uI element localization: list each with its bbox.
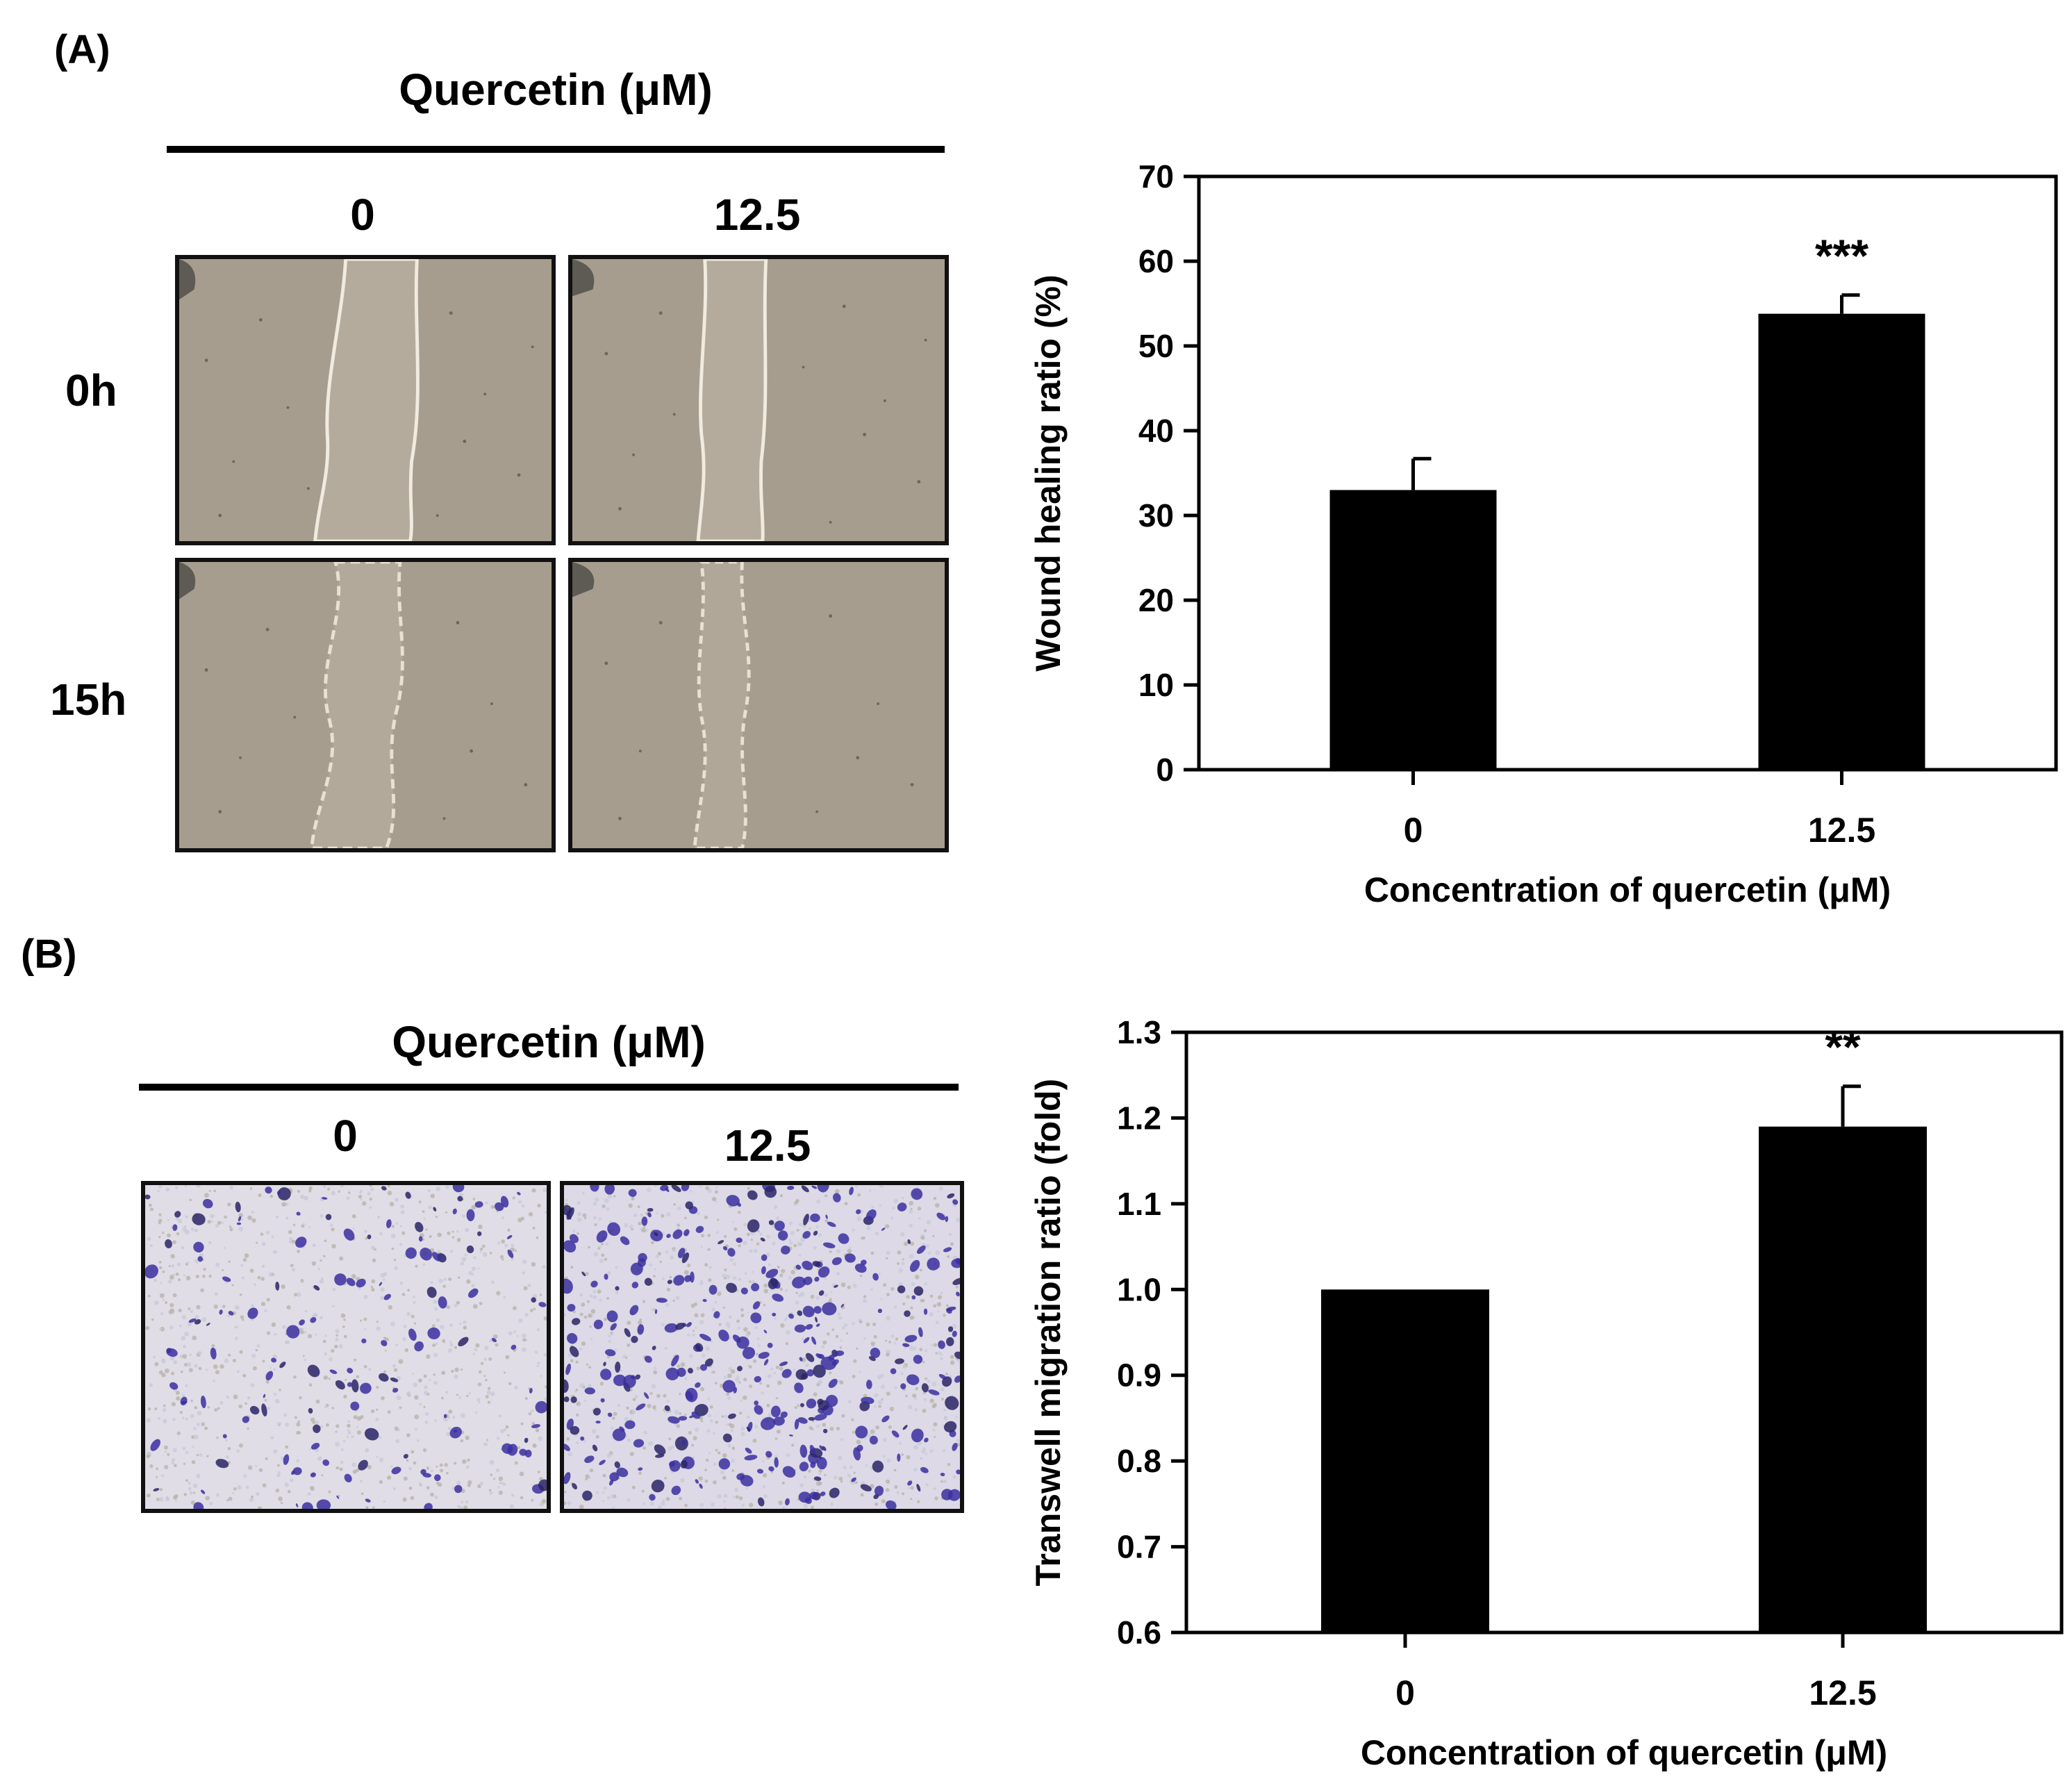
panel-a-row-label-0h: 0h: [65, 365, 117, 415]
panel-a-label: (A): [54, 27, 110, 72]
wound-chart-x-tick-label-1: 12.5: [1808, 811, 1875, 850]
transwell-chart-y-tick-label-1: 0.7: [1117, 1529, 1161, 1565]
wound-chart-significance-1: ***: [1815, 230, 1868, 281]
wound-chart-bar-0: [1329, 490, 1497, 770]
transwell-chart-bar-0: [1321, 1289, 1489, 1632]
panel-a-treatment-title: Quercetin (μM): [399, 65, 713, 115]
transwell-chart-y-tick-label-7: 1.3: [1117, 1014, 1161, 1050]
transwell-chart-y-tick-label-2: 0.8: [1117, 1443, 1161, 1479]
transwell-migration-chart: 0.6 0.7 0.8 0.9 1.0 1.1 1.2 1.3 0 ** 12.5 Concentra…: [1029, 1014, 2064, 1771]
transwell-chart-y-tick-label-3: 0.9: [1117, 1357, 1161, 1394]
panel-b-treatment-title: Quercetin (μM): [392, 1017, 706, 1067]
wound-chart-y-tick-label-4: 40: [1138, 413, 1174, 449]
transwell-chart-y-tick-label-4: 1.0: [1117, 1271, 1161, 1307]
scratch-image-0h-0: [175, 255, 556, 545]
wound-chart-y-tick-label-0: 0: [1156, 752, 1174, 788]
wound-chart-y-tick-label-5: 50: [1138, 328, 1174, 364]
panel-b-col-label-12-5: 12.5: [724, 1121, 811, 1171]
wound-chart-y-axis-label: Wound healing ratio (%): [1029, 274, 1068, 671]
wound-chart-y-tick-label-7: 70: [1138, 158, 1174, 195]
panel-a-col-label-12-5: 12.5: [713, 190, 801, 240]
wound-chart-x-tick-label-0: 0: [1404, 811, 1423, 850]
panel-a-row-label-15h: 15h: [50, 675, 127, 725]
wound-chart-y-tick-label-1: 10: [1138, 667, 1174, 703]
wound-chart-y-tick-label-6: 60: [1138, 243, 1174, 279]
scratch-image-0h-12-5: [568, 255, 949, 545]
transwell-chart-x-tick-label-0: 0: [1395, 1673, 1415, 1712]
transwell-chart-y-tick-label-0: 0.6: [1117, 1614, 1161, 1651]
wound-chart-bar-1: [1758, 313, 1925, 770]
transwell-chart-y-tick-label-6: 1.2: [1117, 1100, 1161, 1136]
transwell-chart-plot-frame: [1184, 1030, 2064, 1635]
transwell-chart-x-axis-label: Concentration of quercetin (μM): [1361, 1733, 1887, 1771]
wound-chart-x-axis-label: Concentration of quercetin (μM): [1364, 870, 1891, 909]
wound-healing-chart: 0 10 20 30 40 50 60 70 0 *** 12.5 Concentration of …: [1029, 158, 2058, 909]
transwell-chart-y-axis-label: Transwell migration ratio (fold): [1029, 1079, 1068, 1587]
panel-b-label: (B): [21, 932, 77, 977]
scratch-image-15h-0: [175, 558, 556, 852]
transwell-chart-significance-1: **: [1825, 1021, 1861, 1073]
panel-a-col-label-0: 0: [350, 190, 375, 240]
panel-b-col-label-0: 0: [333, 1111, 358, 1161]
panel-a-header-rule: [167, 146, 945, 153]
wound-chart-y-tick-label-3: 30: [1138, 497, 1174, 534]
transwell-image-0: [141, 1181, 551, 1513]
transwell-chart-bar-1: [1759, 1126, 1927, 1632]
transwell-chart-x-tick-label-1: 12.5: [1809, 1673, 1876, 1712]
wound-chart-plot-frame: [1197, 174, 2058, 772]
transwell-image-12-5: [560, 1181, 964, 1513]
panel-b-header-rule: [139, 1084, 959, 1091]
wound-chart-y-tick-label-2: 20: [1138, 582, 1174, 618]
scratch-image-15h-12-5: [568, 558, 949, 852]
transwell-chart-y-tick-label-5: 1.1: [1117, 1186, 1161, 1222]
